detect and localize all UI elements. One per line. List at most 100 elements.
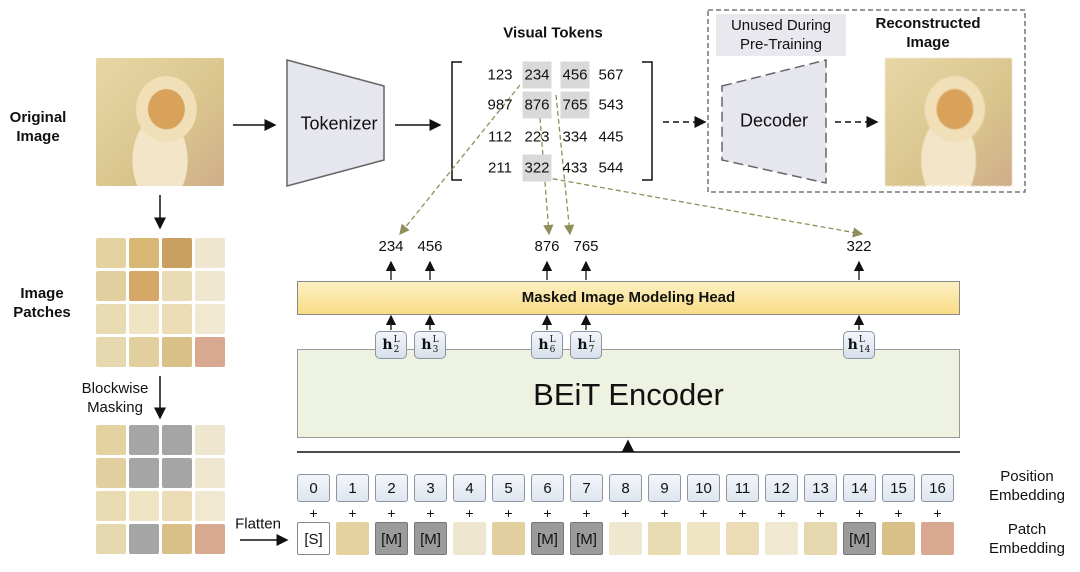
plus-sign: + (738, 505, 747, 521)
visual-token: 123 (487, 66, 513, 84)
image-patch (162, 304, 192, 334)
position-embedding-8: 8 (609, 474, 642, 502)
patch-embedding (609, 522, 642, 555)
h-subscript: 2 (393, 345, 400, 355)
position-embedding-7: 7 (570, 474, 603, 502)
mim-head-label: Masked Image Modeling Head (521, 289, 736, 306)
matrix-right-bracket (642, 61, 653, 181)
h-symbol: h (847, 337, 858, 353)
h-symbol: h (538, 337, 549, 353)
plus-sign: + (621, 505, 630, 521)
dashed-arrow-765 (555, 94, 575, 236)
visual-token: 567 (598, 66, 624, 84)
position-embedding-5: 5 (492, 474, 525, 502)
decoder-shape (721, 59, 827, 184)
predicted-token: 234 (378, 238, 404, 255)
image-patch (96, 337, 126, 367)
masked-patch (162, 425, 192, 455)
visual-token: 445 (598, 128, 624, 146)
image-patch (129, 271, 159, 301)
plus-sign: + (582, 505, 591, 521)
h-superscript: L (858, 335, 865, 345)
position-embedding-9: 9 (648, 474, 681, 502)
patch-embedding (687, 522, 720, 555)
mask-token: [M] (570, 522, 603, 555)
visual-token: 543 (598, 96, 624, 114)
position-embedding-13: 13 (804, 474, 837, 502)
h-scripts: L 14 (859, 335, 870, 355)
position-embedding-15: 15 (882, 474, 915, 502)
matrix-left-bracket (451, 61, 462, 181)
plus-sign: + (387, 505, 396, 521)
patch-embedding (453, 522, 486, 555)
tokenizer-shape (286, 59, 385, 187)
visual-token: 456 (560, 61, 590, 89)
patch-embedding (648, 522, 681, 555)
masked-patch (129, 524, 159, 554)
position-embedding-3: 3 (414, 474, 447, 502)
image-patch (162, 491, 192, 521)
position-embedding-16: 16 (921, 474, 954, 502)
visual-token: 987 (487, 96, 513, 114)
plus-sign: + (816, 505, 825, 521)
plus-sign: + (855, 505, 864, 521)
image-patch (162, 524, 192, 554)
visual-token: 211 (488, 159, 512, 177)
h-subscript: 14 (858, 345, 871, 355)
image-patch (195, 238, 225, 268)
image-patch (195, 458, 225, 488)
predicted-token: 765 (573, 238, 599, 255)
predicted-token: 456 (417, 238, 443, 255)
mask-token: [M] (843, 522, 876, 555)
blockwise-masking-label: Blockwise Masking (81, 380, 149, 416)
visual-token: 234 (522, 61, 552, 89)
h-superscript: L (588, 335, 595, 345)
image-patch (195, 337, 225, 367)
h-symbol: h (577, 337, 588, 353)
visual-token: 765 (560, 91, 590, 119)
position-embedding-14: 14 (843, 474, 876, 502)
plus-sign: + (309, 505, 318, 521)
visual-token: 112 (488, 128, 512, 146)
masked-patch (129, 458, 159, 488)
position-embedding-4: 4 (453, 474, 486, 502)
original-image-label: Original Image (9, 109, 67, 145)
image-patch (129, 238, 159, 268)
flatten-label: Flatten (235, 515, 281, 533)
position-embedding-12: 12 (765, 474, 798, 502)
position-embedding-1: 1 (336, 474, 369, 502)
image-patch (195, 524, 225, 554)
h-subscript: 7 (588, 345, 595, 355)
visual-token: 433 (562, 159, 588, 177)
mask-token: [M] (531, 522, 564, 555)
patch-embedding (336, 522, 369, 555)
image-patch (162, 271, 192, 301)
image-patch (162, 337, 192, 367)
image-patch (96, 238, 126, 268)
patch-embedding (804, 522, 837, 555)
unused-box (707, 9, 1026, 193)
special-token: [S] (297, 522, 330, 555)
image-patch (129, 304, 159, 334)
position-embedding-label: Position Embedding (989, 468, 1065, 504)
h-symbol: h (382, 337, 393, 353)
patch-embedding (921, 522, 954, 555)
plus-sign: + (504, 505, 513, 521)
plus-sign: + (699, 505, 708, 521)
beit-encoder: BEiT Encoder (297, 349, 960, 438)
patch-embedding (492, 522, 525, 555)
dashed-arrow-322 (536, 175, 864, 238)
visual-token: 223 (524, 128, 550, 146)
image-patch (195, 425, 225, 455)
visual-token: 334 (562, 128, 588, 146)
patch-embedding (765, 522, 798, 555)
h-subscript: 6 (549, 345, 556, 355)
position-embedding-6: 6 (531, 474, 564, 502)
